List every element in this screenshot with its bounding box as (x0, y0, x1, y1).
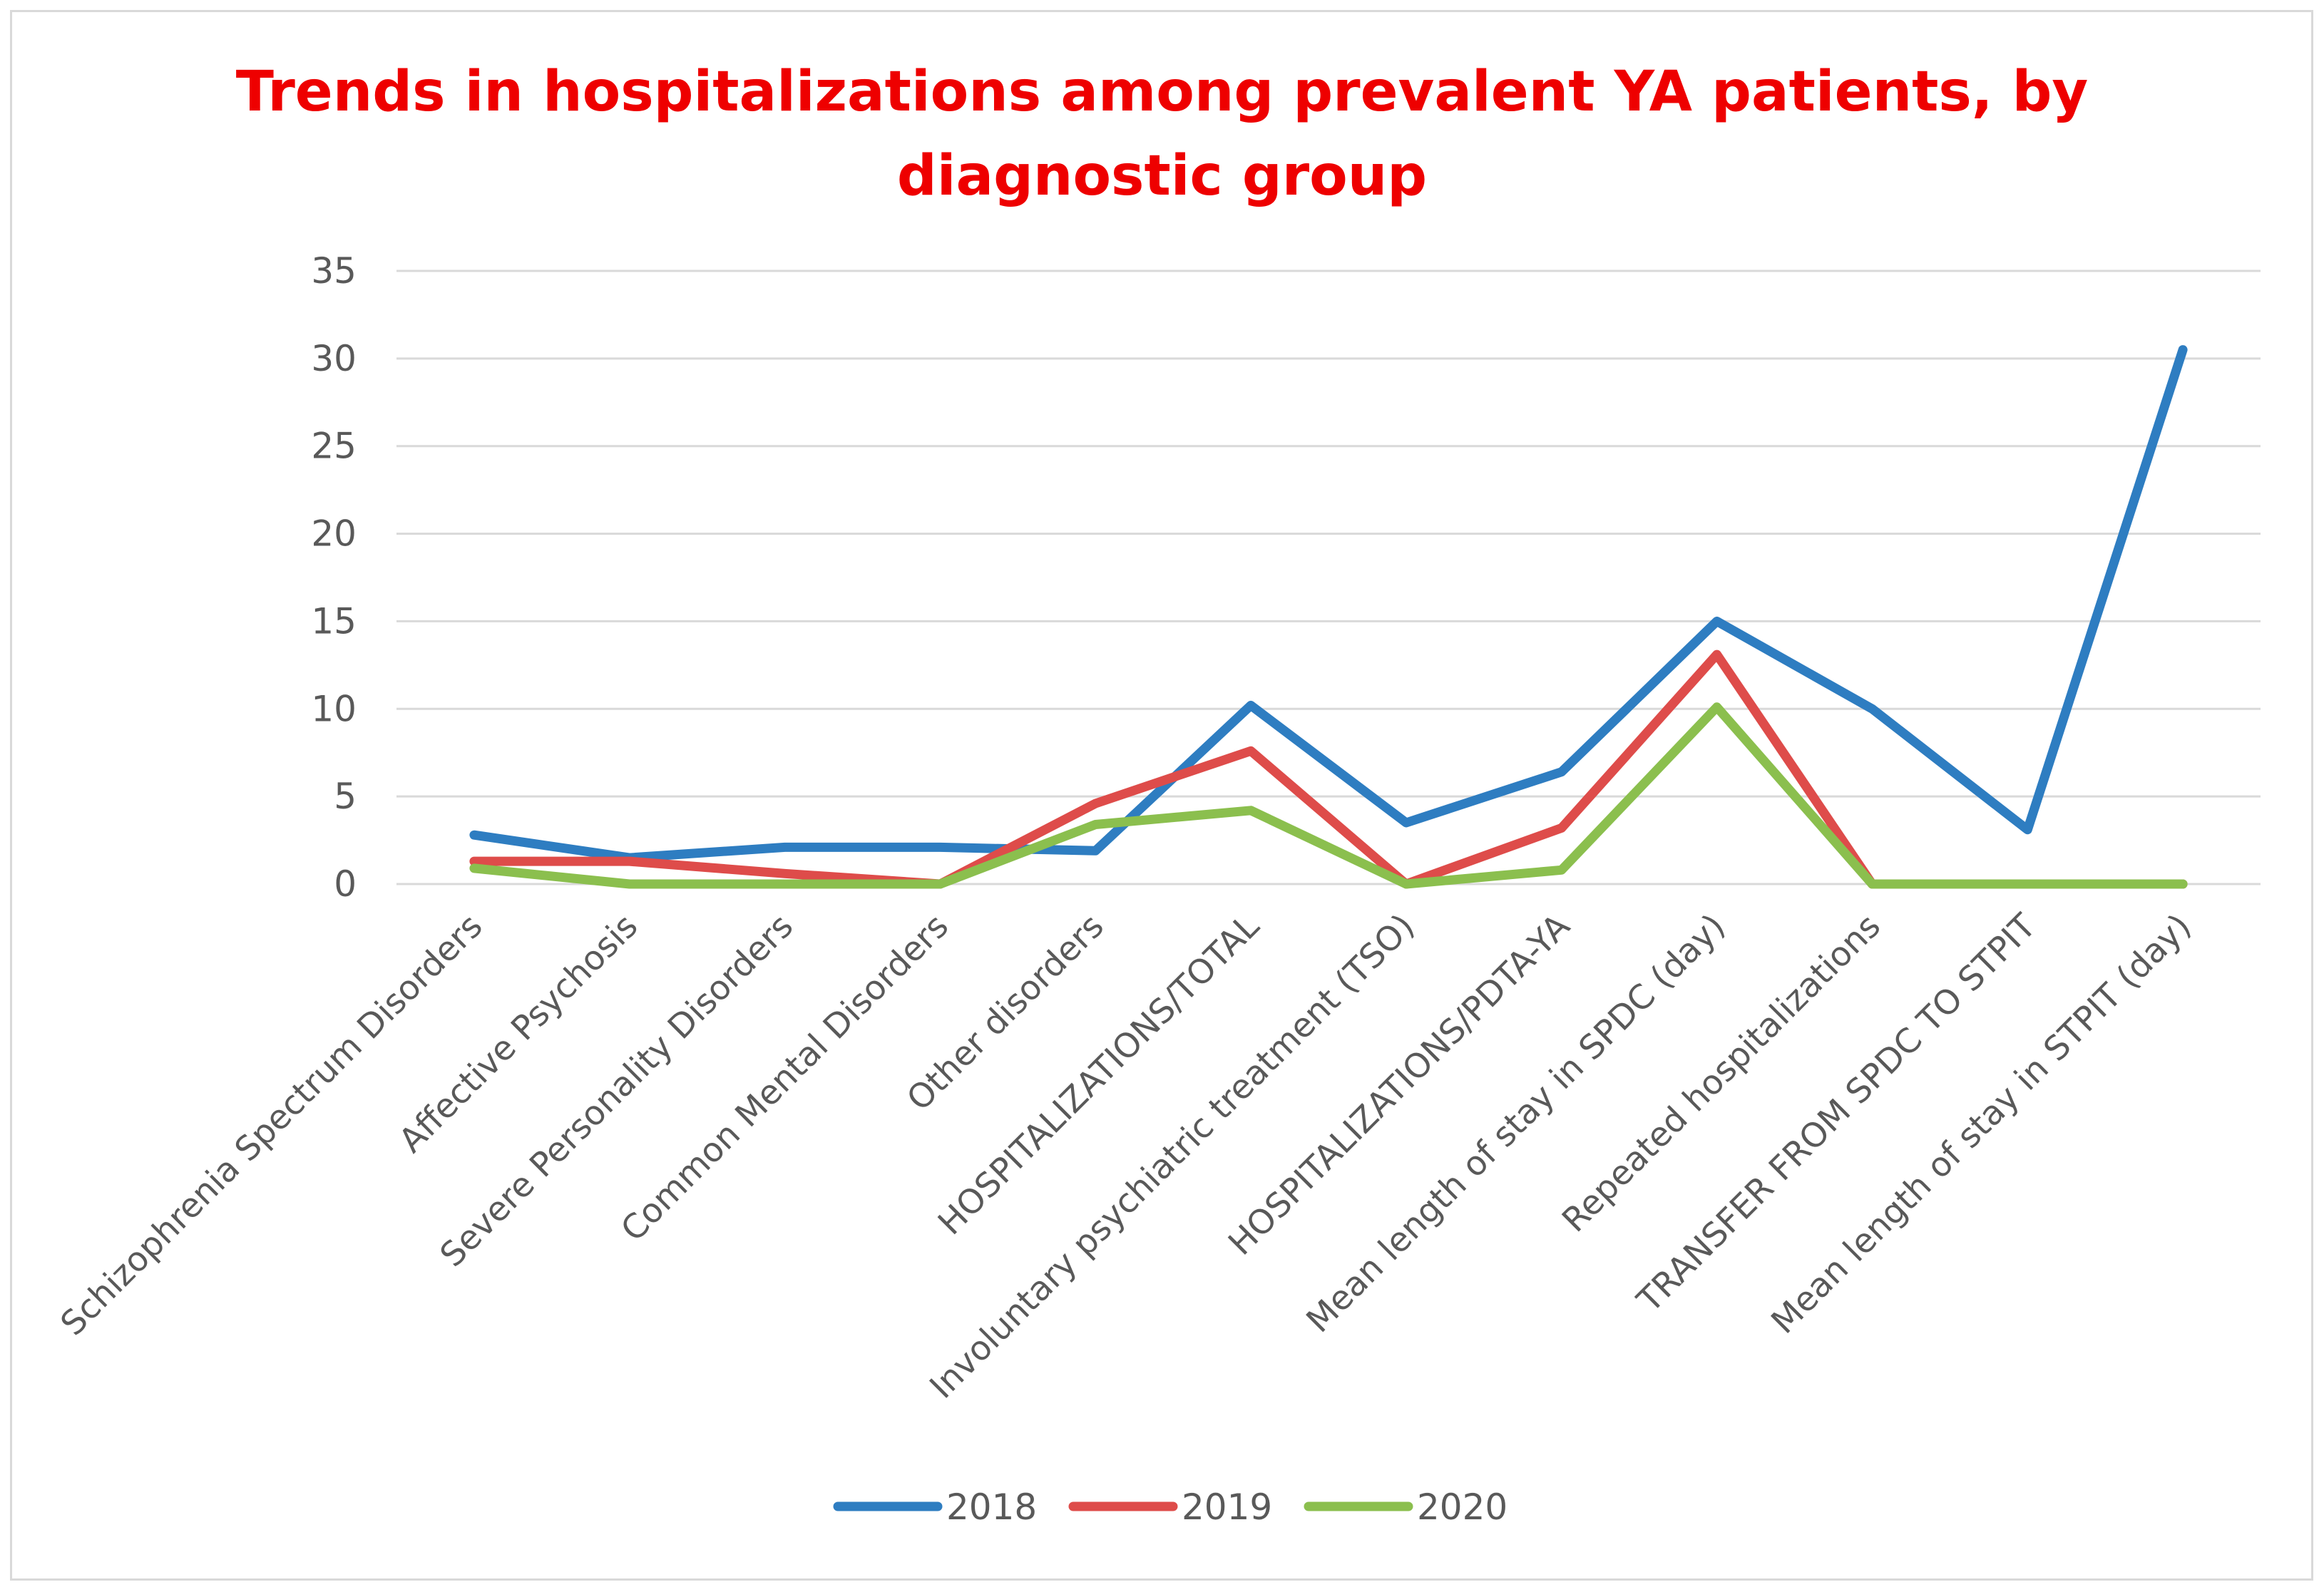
series-lines (469, 345, 2188, 889)
data-point-2018 (1091, 846, 1100, 855)
y-axis-tick-labels: 0 5 10 15 20 25 30 35 (311, 250, 357, 905)
series-line-2020 (469, 702, 2188, 889)
data-point-2019 (781, 869, 789, 878)
data-point-2018 (1557, 768, 1566, 776)
data-point-2020 (625, 880, 634, 888)
data-point-2018 (1713, 617, 1721, 625)
data-point-2018 (1868, 704, 1876, 713)
data-point-2018 (1402, 818, 1411, 827)
data-point-2020 (1868, 880, 1876, 888)
chart-title: Trends in hospitalizations among prevale… (0, 50, 2324, 218)
data-point-2019 (625, 857, 634, 866)
series-line-2018 (469, 345, 2188, 863)
data-point-2018 (936, 843, 944, 851)
data-point-2020 (470, 864, 478, 873)
data-point-2019 (1091, 799, 1100, 808)
data-point-2019 (1713, 650, 1721, 659)
data-point-2020 (1557, 866, 1566, 874)
x-category-label: Repeated hospitalizations (1555, 907, 1888, 1241)
x-axis-category-labels: Schizophrenia Spectrum DisordersAffectiv… (53, 906, 2199, 1406)
chart-title-line-2: diagnostic group (896, 144, 1428, 208)
data-point-2020 (1247, 806, 1255, 815)
data-point-2018 (1247, 701, 1255, 709)
data-point-2020 (2023, 880, 2032, 888)
legend-label-2018: 2018 (946, 1486, 1037, 1528)
y-tick-label-25: 25 (311, 426, 357, 467)
data-point-2018 (2179, 346, 2187, 354)
x-category-label: HOSPITALIZATIONS/PDTA-YA (1221, 907, 1577, 1263)
data-point-2018 (781, 843, 789, 851)
y-tick-label-30: 30 (311, 338, 357, 379)
x-category-label: Common Mental Disorders (613, 907, 956, 1250)
data-point-2020 (936, 880, 944, 888)
y-tick-label-0: 0 (334, 863, 357, 905)
data-point-2019 (1557, 823, 1566, 832)
y-tick-label-35: 35 (311, 250, 357, 292)
x-category-label: HOSPITALIZATIONS/TOTAL (931, 907, 1267, 1243)
data-point-2018 (2023, 826, 2032, 834)
y-tick-label-10: 10 (311, 688, 357, 729)
chart-title-line-1: Trends in hospitalizations among prevale… (235, 60, 2089, 124)
data-point-2020 (781, 880, 789, 888)
data-point-2020 (2179, 880, 2187, 888)
y-tick-label-15: 15 (311, 600, 357, 642)
data-point-2020 (1713, 703, 1721, 712)
legend: 2018 2019 2020 (833, 1486, 1507, 1528)
data-point-2020 (1091, 820, 1100, 828)
data-point-2018 (470, 831, 478, 839)
y-tick-label-5: 5 (334, 776, 357, 817)
legend-label-2019: 2019 (1182, 1486, 1272, 1528)
y-tick-label-20: 20 (311, 513, 357, 555)
data-point-2019 (1247, 746, 1255, 755)
data-point-2020 (1402, 880, 1411, 888)
legend-label-2020: 2020 (1417, 1486, 1507, 1528)
